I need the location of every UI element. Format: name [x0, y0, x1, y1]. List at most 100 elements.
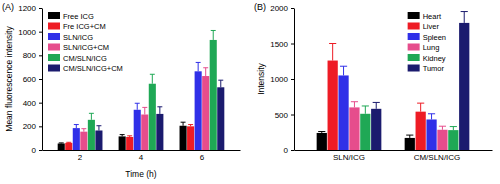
series [349, 102, 447, 150]
tick-label: 1000 [18, 28, 36, 37]
legend-entry: CM/SLN/ICG [48, 54, 107, 63]
legend-label: Kidney [423, 54, 446, 63]
tick-mark [39, 150, 42, 151]
legend-entry: CM/SLN/ICG+CM [48, 64, 123, 73]
bar [187, 126, 194, 150]
tick-label: 1000 [270, 75, 288, 84]
bar [416, 112, 426, 150]
tick: 1500 [270, 40, 294, 49]
bar [126, 137, 133, 150]
tick: 0 [284, 146, 294, 155]
tick-label: 800 [23, 51, 37, 60]
legend-label: Lung [423, 43, 440, 52]
tick-label: 6 [200, 153, 205, 162]
bar [88, 120, 95, 150]
bar [149, 84, 156, 150]
legend-label: Liver [423, 22, 440, 31]
bar [405, 138, 415, 150]
error-bar [340, 66, 347, 75]
plot-area [58, 30, 225, 150]
error-bar [203, 68, 208, 76]
tick: 400 [23, 99, 42, 108]
bar [119, 136, 126, 150]
tick: 800 [23, 51, 42, 60]
tick: SLN/ICG [333, 153, 365, 162]
legend-swatch [48, 44, 60, 51]
tick-mark [39, 32, 42, 33]
y-axis: 020040060080010001200 [18, 4, 42, 155]
series [328, 44, 426, 151]
bar [73, 128, 80, 150]
error-bar [373, 102, 380, 108]
tick-label: 4 [139, 153, 144, 162]
legend-label: Heart [423, 12, 442, 21]
legend: HeartLiver SpleenLung KidneyTumor [408, 12, 446, 74]
error-bar [59, 142, 64, 144]
bar [202, 76, 209, 150]
bar [459, 23, 469, 150]
tick: CM/SLN/ICG [414, 153, 461, 162]
bar [328, 61, 338, 150]
axis-line [42, 9, 43, 151]
legend-swatch [48, 54, 60, 61]
tick-label: 2000 [270, 4, 288, 13]
legend-swatch [48, 65, 60, 72]
tick-mark [291, 8, 294, 9]
bar [426, 119, 436, 150]
tick-mark [291, 115, 294, 116]
axis-line [295, 150, 493, 151]
bar [134, 110, 141, 150]
legend-entry: Free ICG [48, 12, 94, 21]
error-bar [120, 135, 125, 137]
y-axis: 0 500 1000 1500 2000 [270, 4, 294, 155]
panel: 0 500 1000 1500 2000 SLN/ICG CM/SLN/ICG Intensi… [256, 4, 493, 162]
tick-label: 1200 [18, 4, 36, 13]
legend-entry: SLN/ICG+CM [48, 43, 109, 52]
tick: 1000 [270, 75, 294, 84]
x-axis: 2 4 6 [43, 151, 241, 162]
tick-label: 500 [275, 111, 289, 120]
axis-line [43, 150, 241, 151]
tick: 2000 [270, 4, 294, 13]
bar [141, 115, 148, 151]
bar [360, 114, 370, 150]
error-bar [181, 122, 186, 126]
tick-label: 200 [23, 122, 37, 131]
legend-swatch [408, 65, 420, 72]
bar [58, 143, 65, 150]
tick-mark [39, 8, 42, 9]
tick: 2 [78, 153, 83, 162]
legend-label: Free ICG [63, 12, 94, 21]
error-bar [188, 125, 193, 127]
bar [180, 126, 187, 150]
tick: 1000 [18, 28, 42, 37]
error-bar [81, 129, 86, 132]
x-axis-title: Time (h) [125, 169, 156, 179]
legend-entry: Tumor [408, 64, 445, 73]
legend-label: SLN/ICG+CM [63, 43, 109, 52]
series [73, 62, 202, 150]
legend-label: Tumor [423, 64, 445, 73]
error-bar [196, 62, 201, 71]
error-bar [362, 106, 369, 114]
panel-label: (A) [2, 2, 14, 12]
tick-label: 0 [284, 146, 289, 155]
error-bar [417, 103, 424, 112]
tick-label: CM/SLN/ICG [414, 153, 461, 162]
legend-label: Spleen [423, 33, 446, 42]
series [58, 122, 187, 150]
series [65, 125, 194, 150]
y-axis-title: Intensity [256, 62, 266, 94]
legend-swatch [408, 23, 420, 30]
figure: 020040060080010001200246Mean fluorescenc… [0, 0, 500, 184]
legend-entry: Spleen [408, 33, 446, 42]
legend-entry: SLN/ICG [48, 33, 93, 42]
series [80, 68, 209, 150]
legend-label: SLN/ICG [63, 33, 93, 42]
series [95, 80, 224, 150]
error-bar [135, 103, 140, 110]
error-bar [74, 125, 79, 129]
legend-entry: Fre ICG+CM [48, 22, 106, 31]
tick: 200 [23, 122, 42, 131]
panel-label: (B) [254, 2, 266, 12]
